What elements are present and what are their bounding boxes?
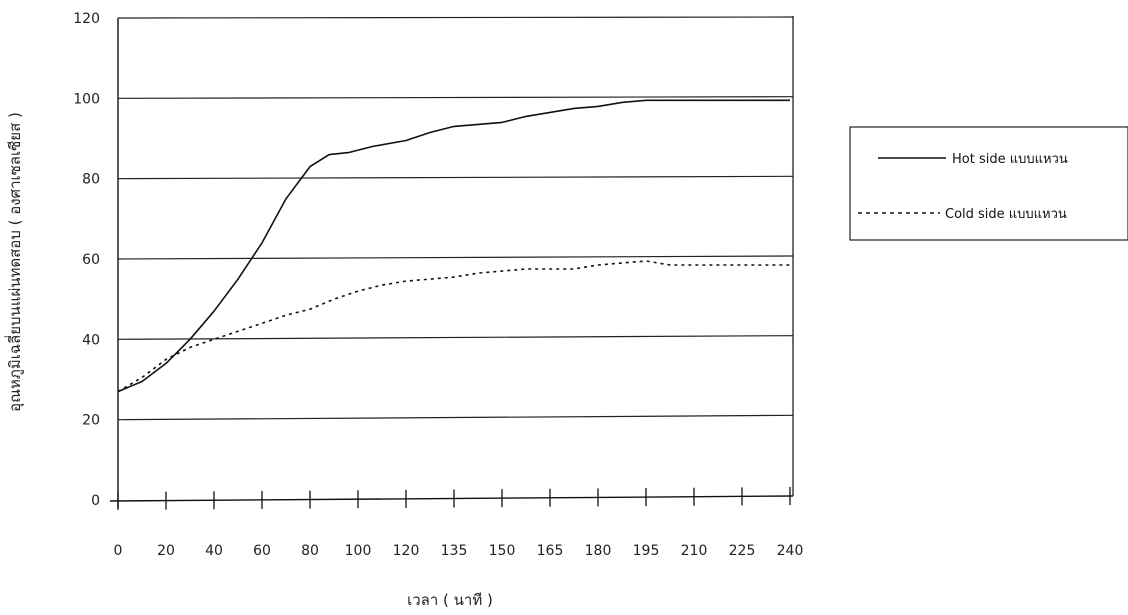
y-tick-label: 100 xyxy=(73,91,100,107)
x-tick-label: 225 xyxy=(729,543,756,559)
gridline xyxy=(117,255,794,260)
x-tick-label: 0 xyxy=(114,543,123,559)
gridline xyxy=(117,175,794,180)
y-tick-label: 0 xyxy=(91,493,100,509)
x-tick-label: 195 xyxy=(633,543,660,559)
legend-box xyxy=(849,126,1128,241)
axes: 0 20 40 60 80 100 120 0 20 40 60 80 100 120 135 150 165 1… xyxy=(73,11,803,559)
gridline xyxy=(117,414,794,421)
x-tick-label: 40 xyxy=(205,543,223,559)
x-tick-label: 180 xyxy=(585,543,612,559)
series-lines xyxy=(117,99,790,393)
gridline xyxy=(117,96,794,99)
y-tick-label: 60 xyxy=(82,252,100,268)
y-tick-label: 40 xyxy=(82,332,100,348)
gridline xyxy=(117,335,794,340)
x-tick-label: 135 xyxy=(441,543,468,559)
x-tick-label: 60 xyxy=(253,543,271,559)
y-axis-title: อุณหภูมิเฉลี่ยบนแผ่นทดสอบ ( องศาเซลเซียส… xyxy=(4,112,25,412)
y-tick-label: 80 xyxy=(82,172,100,188)
x-axis-title: เวลา ( นาที ) xyxy=(407,591,493,609)
y-tick-label: 120 xyxy=(73,11,100,27)
legend-hot-side-label: Hot side แบบแหวน xyxy=(952,152,1068,167)
series-hot-side-line xyxy=(117,99,790,393)
gridline xyxy=(117,16,794,19)
gridlines xyxy=(117,16,794,421)
x-axis-line xyxy=(109,495,794,502)
y-tick-label: 20 xyxy=(82,413,100,429)
legend: Hot side แบบแหวน Cold side แบบแหวน xyxy=(849,126,1128,241)
x-tick-label: 120 xyxy=(393,543,420,559)
series-cold-side-line xyxy=(117,260,790,393)
x-tick-label: 150 xyxy=(489,543,516,559)
legend-cold-side-label: Cold side แบบแหวน xyxy=(945,207,1067,222)
x-tick-label: 165 xyxy=(537,543,564,559)
x-tick-label: 240 xyxy=(777,543,804,559)
x-tick-label: 80 xyxy=(301,543,319,559)
x-tick-label: 20 xyxy=(157,543,175,559)
x-tick-label: 210 xyxy=(681,543,708,559)
x-tick-label: 100 xyxy=(345,543,372,559)
